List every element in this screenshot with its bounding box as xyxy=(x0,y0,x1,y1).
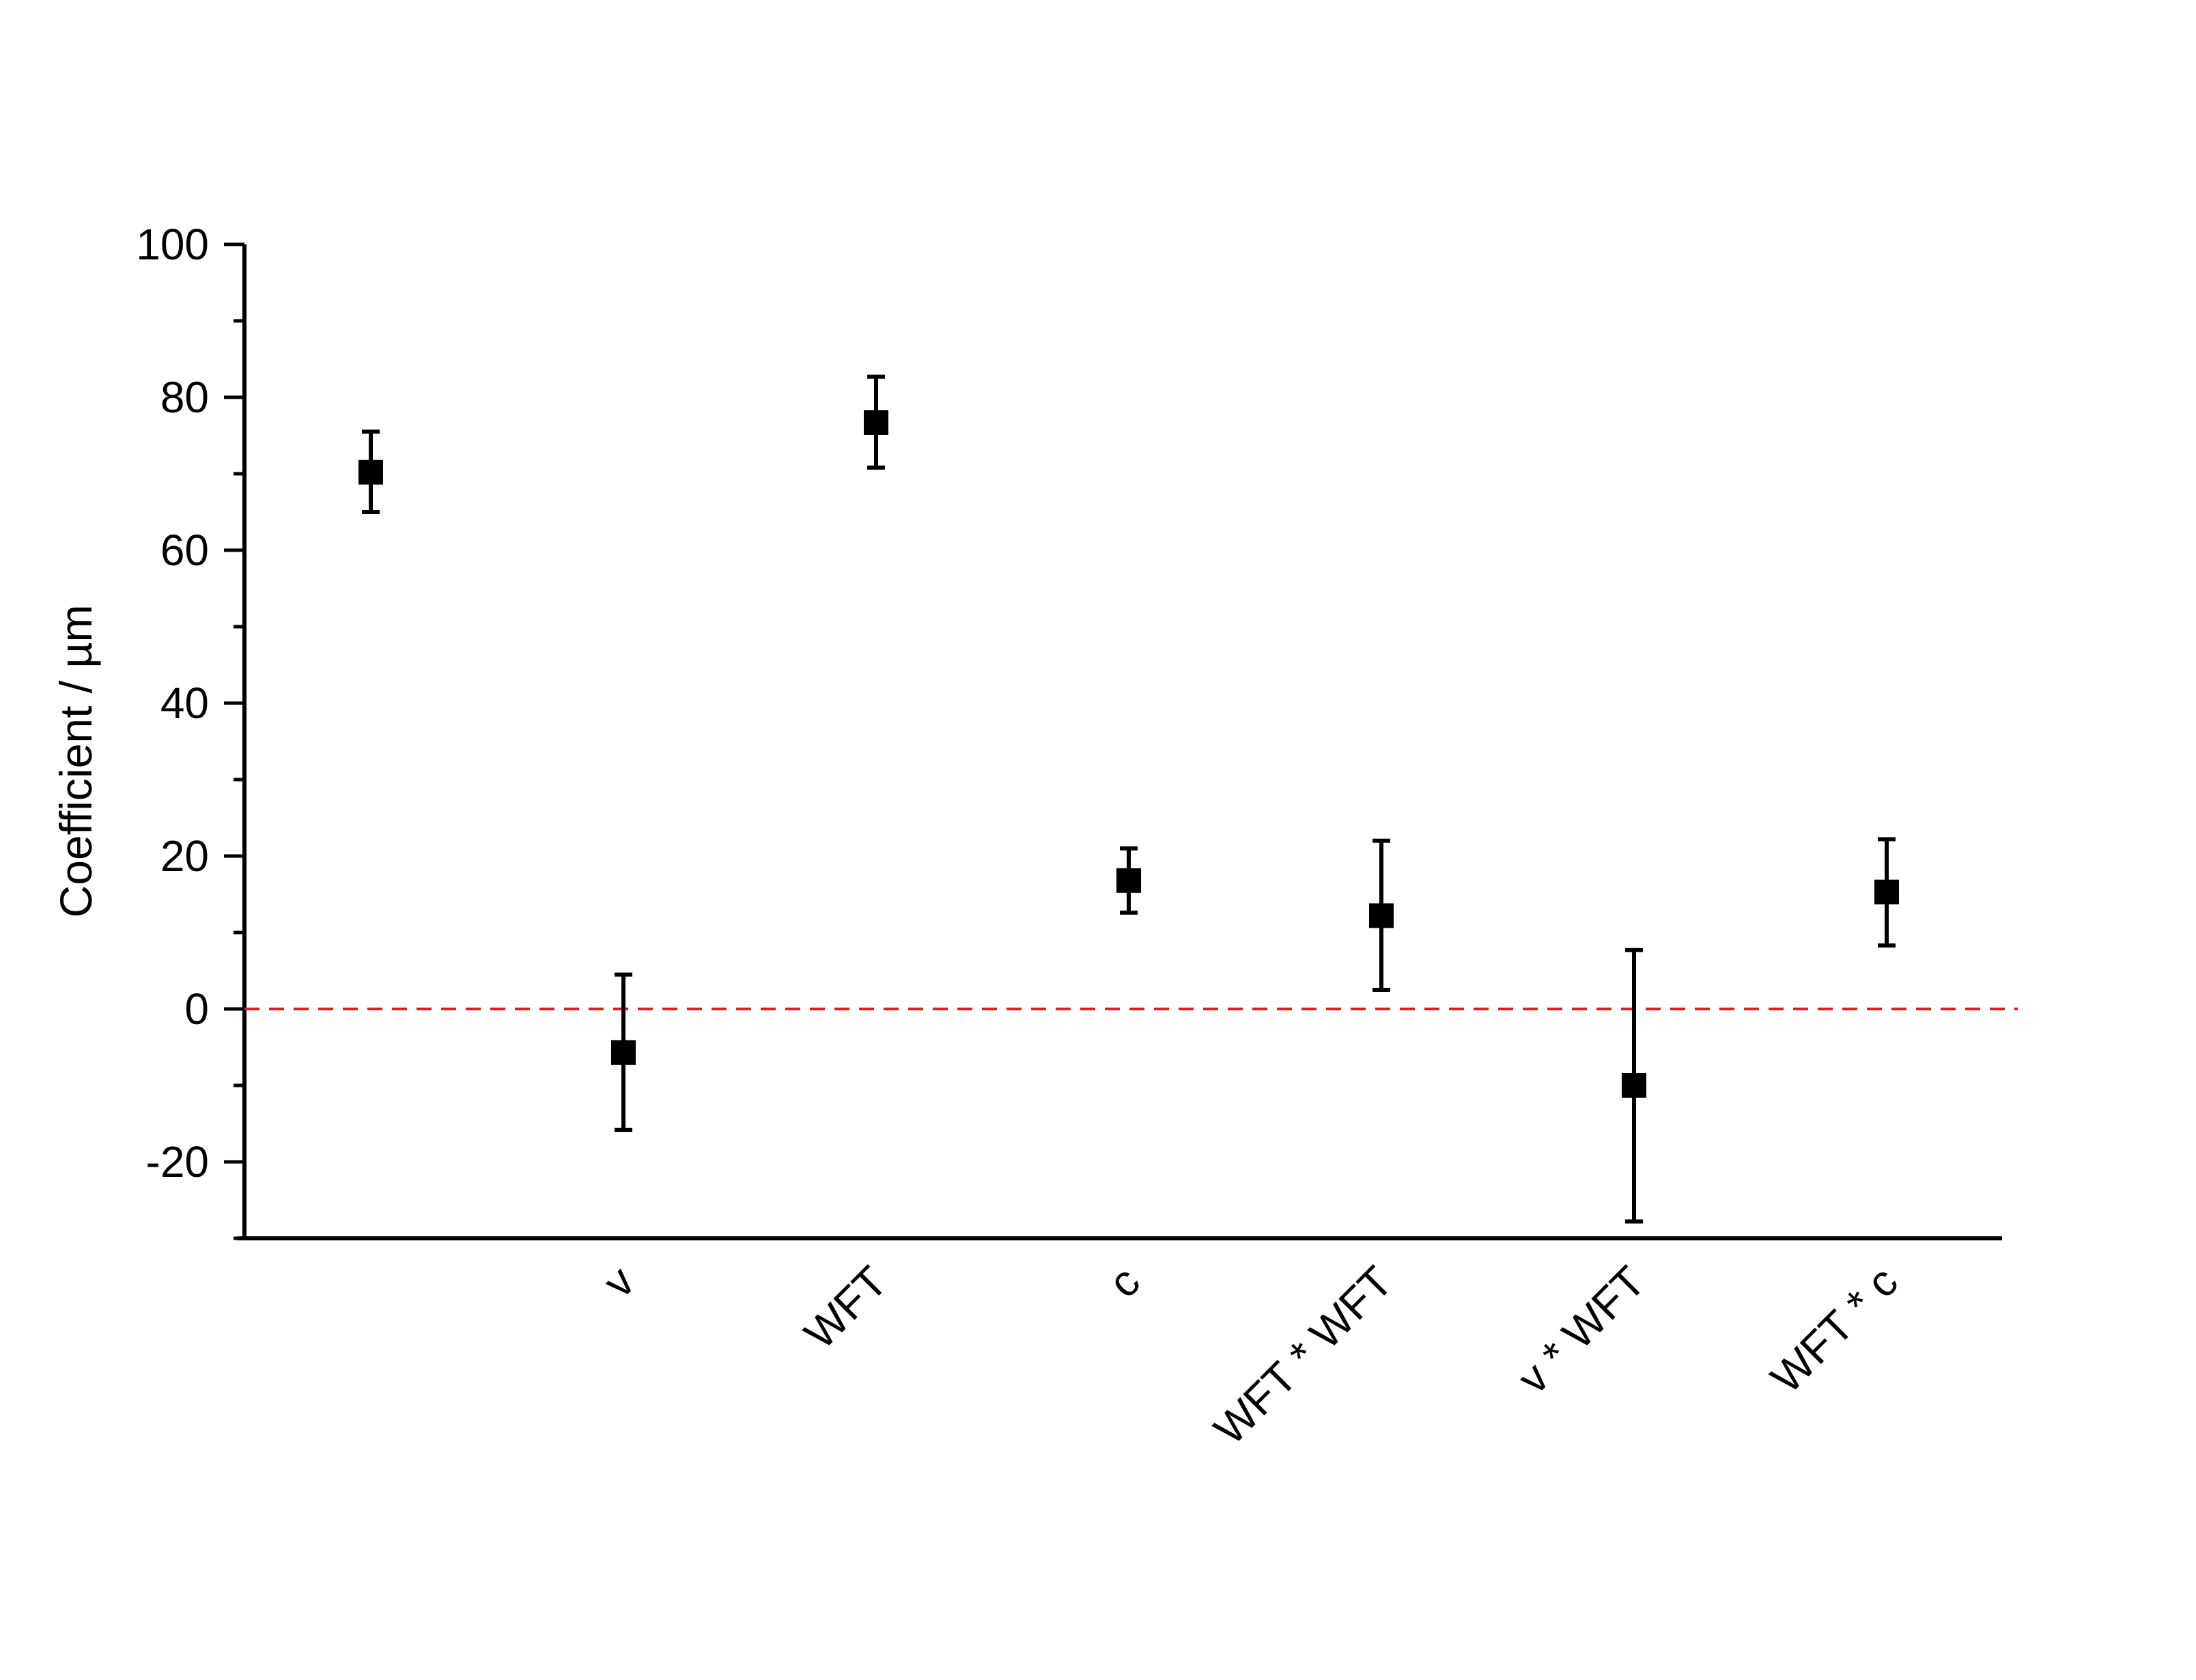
y-tick-label: 40 xyxy=(160,679,209,728)
data-point-marker xyxy=(611,1040,636,1065)
y-tick-label: 100 xyxy=(136,220,209,269)
y-ticks: -20 0 20 40 60 80 100 xyxy=(136,220,244,1240)
y-tick-label: 60 xyxy=(160,526,209,575)
data-point-marker xyxy=(358,459,383,485)
data-point-marker xyxy=(864,410,888,435)
x-category-label: WFT * WFT xyxy=(1205,1257,1402,1454)
data-marks xyxy=(358,374,1899,1224)
axes xyxy=(238,244,2002,1240)
data-point-marker xyxy=(1874,879,1899,905)
x-tick-labels: v WFT c WFT * WFT v * WFT WFT * c xyxy=(593,1257,1907,1454)
data-point-marker xyxy=(1369,903,1394,928)
x-category-label: WFT xyxy=(795,1257,897,1358)
data-point-marker xyxy=(1116,868,1141,893)
x-category-label: WFT * c xyxy=(1761,1257,1906,1402)
y-tick-label: 20 xyxy=(160,831,209,881)
y-tick-label: -20 xyxy=(146,1137,210,1186)
x-category-label: v xyxy=(593,1257,644,1307)
y-tick-label: 0 xyxy=(184,984,209,1034)
x-category-label: c xyxy=(1099,1257,1149,1307)
y-axis-title: Coefficient / µm xyxy=(51,605,101,918)
x-category-label: v * WFT xyxy=(1508,1257,1655,1403)
y-tick-label: 80 xyxy=(160,373,209,422)
data-point-marker xyxy=(1622,1073,1646,1098)
